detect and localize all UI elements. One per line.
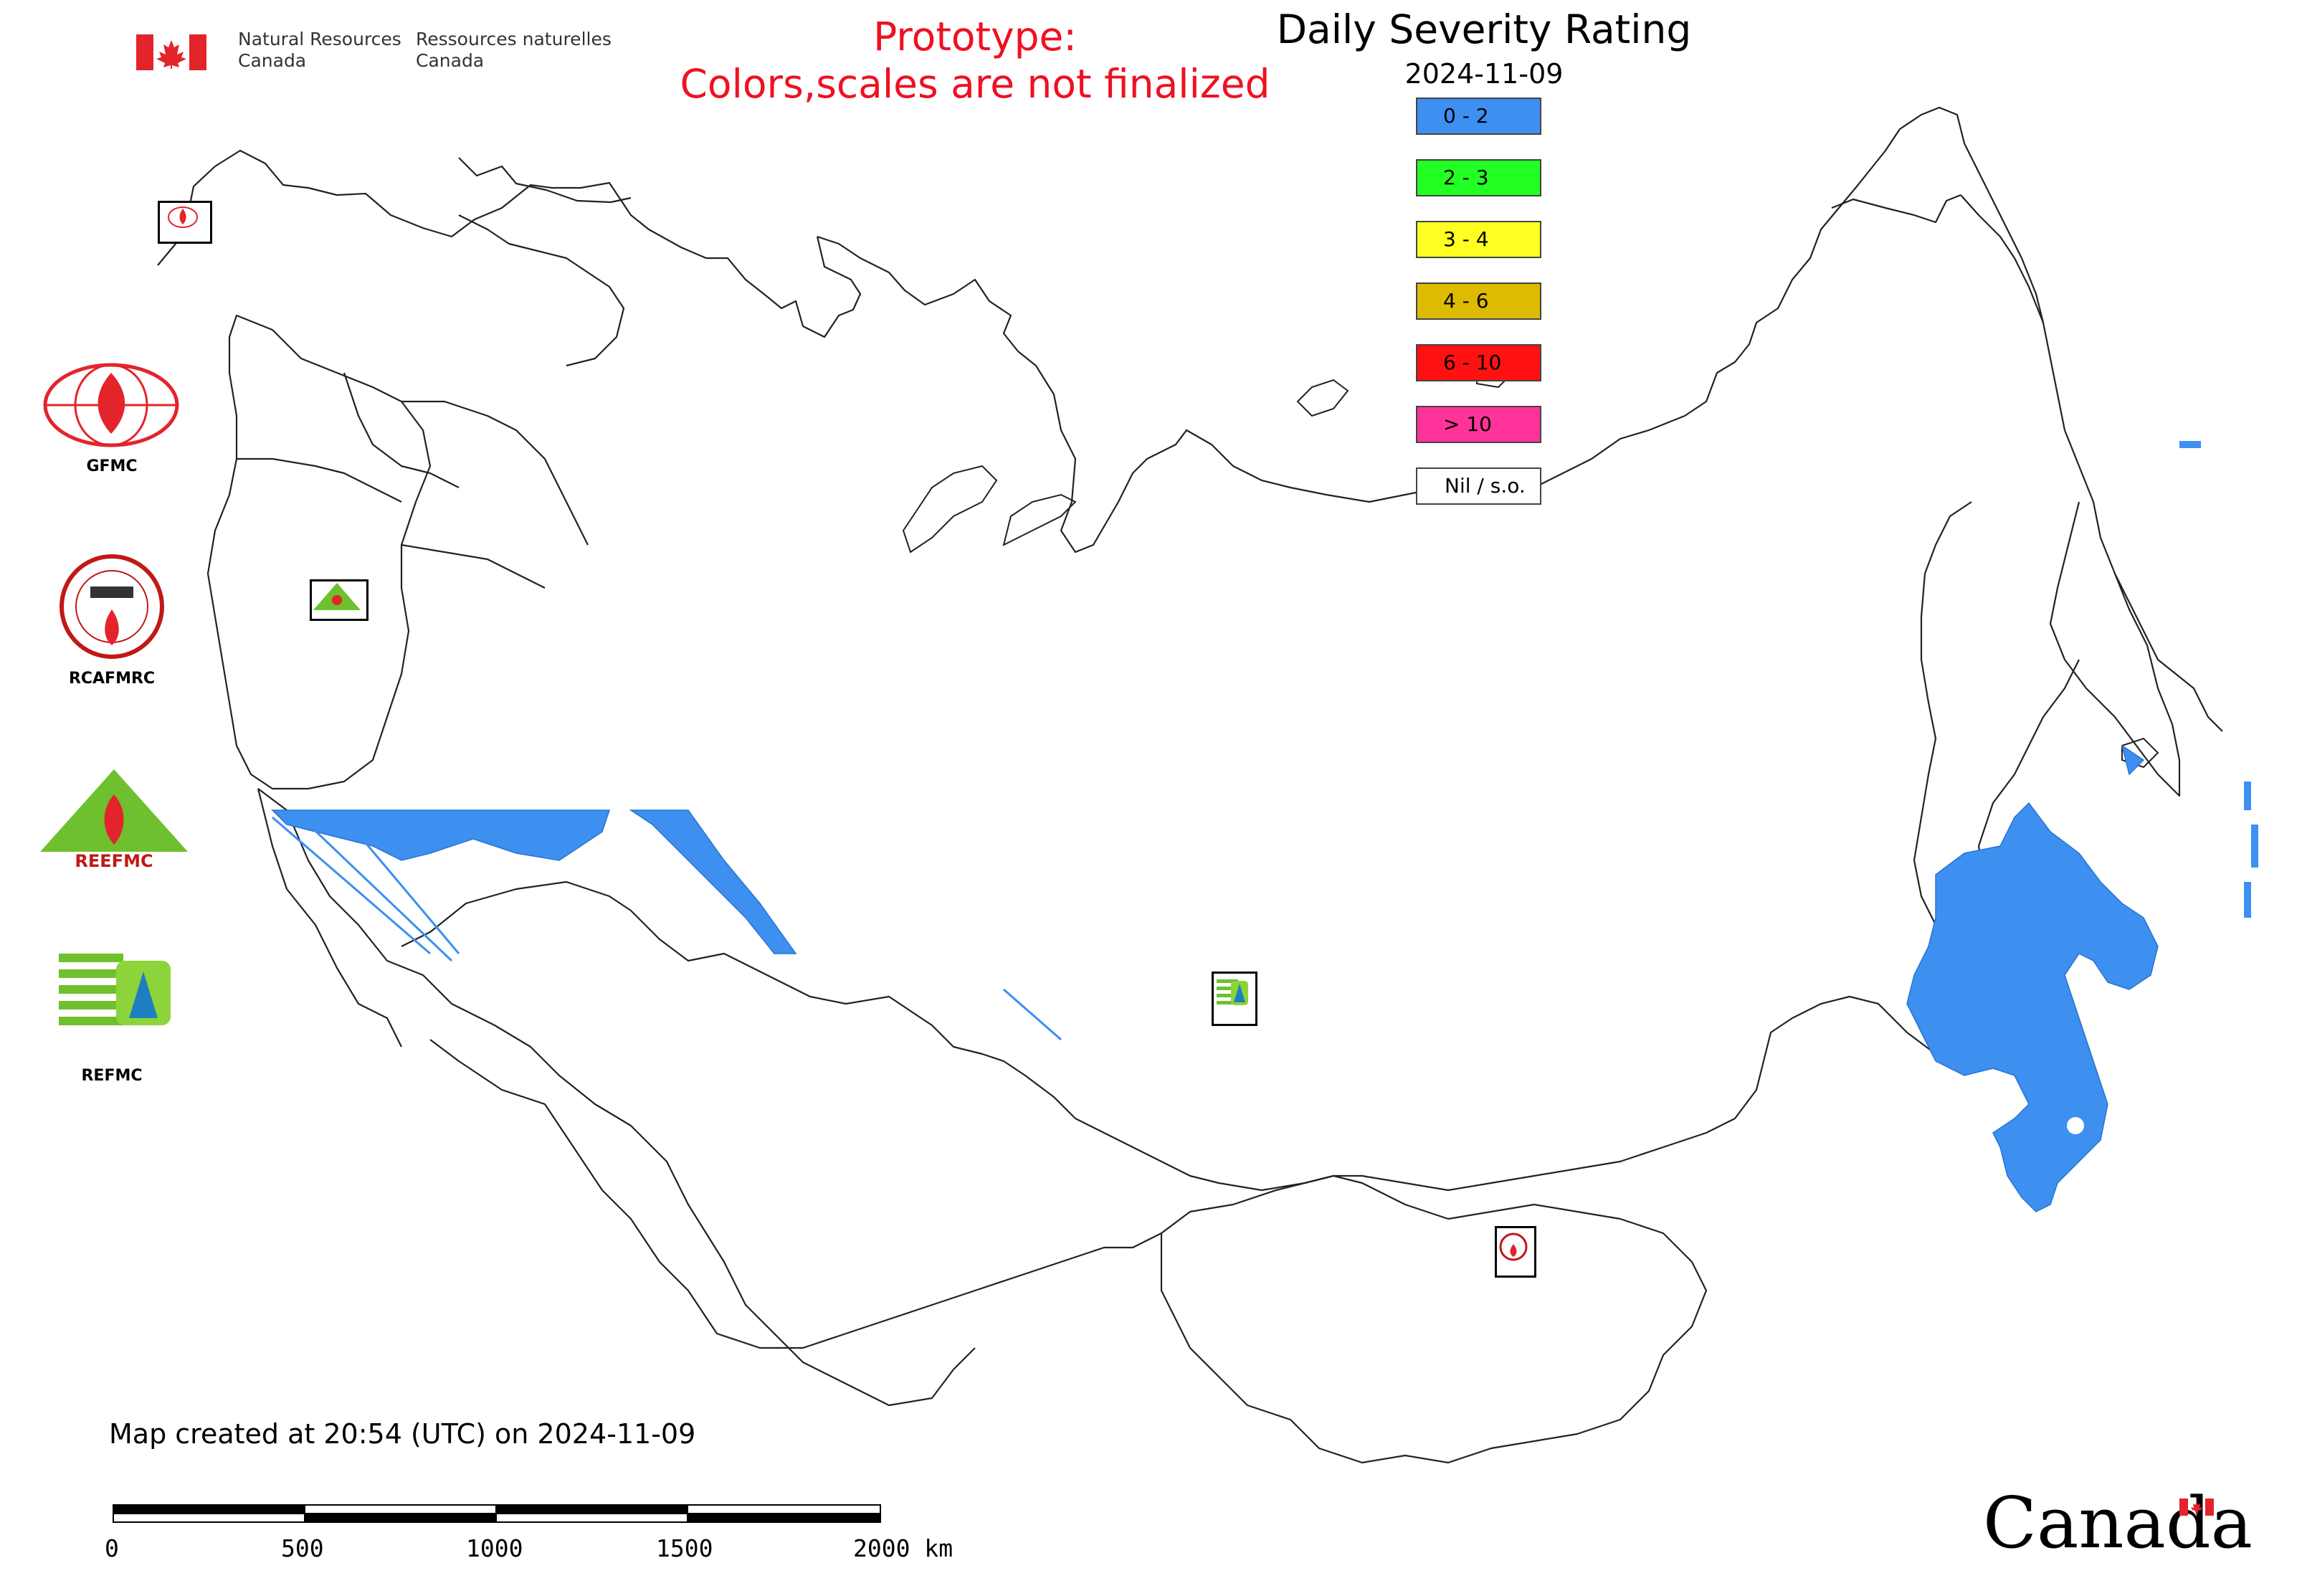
- svg-text:REEFMC: REEFMC: [75, 851, 153, 871]
- canada-flag-icon: [136, 34, 206, 70]
- country-boundaries: [157, 106, 2223, 1464]
- white-hole: [2067, 1117, 2084, 1134]
- severity-fill-streaks: [272, 816, 1062, 1041]
- rcafmrc-logo-icon: [60, 554, 164, 659]
- reefmc-marker-icon: [313, 583, 361, 610]
- dept-name-en-line2: Canada: [238, 50, 307, 71]
- refmc-map-marker: [1212, 972, 1257, 1026]
- reefmc-map-marker: [310, 579, 368, 621]
- refmc-logo-icon: [59, 946, 171, 1040]
- wordmark-flag-icon: [2179, 1498, 2214, 1516]
- dept-name-fr-line2: Canada: [416, 50, 485, 71]
- scale-label-500: 500: [281, 1534, 324, 1562]
- reefmc-logo-icon: REEFMC: [40, 769, 188, 871]
- legend-item-3-4: 3 - 4: [1416, 221, 1541, 258]
- scale-label-2000: 2000 km: [853, 1534, 953, 1562]
- map-title: Daily Severity Rating: [1276, 6, 1692, 52]
- scale-label-1500: 1500: [656, 1534, 713, 1562]
- gfmc-marker-icon: [168, 206, 198, 228]
- org-label-rcafmrc: RCAFMRC: [68, 670, 156, 688]
- refmc-marker-icon: [1217, 979, 1248, 1005]
- gfmc-logo-icon: [43, 363, 179, 447]
- legend-item-6-10: 6 - 10: [1416, 344, 1541, 381]
- scale-label-0: 0: [105, 1534, 119, 1562]
- rcafmrc-map-marker: [1495, 1226, 1536, 1278]
- legend-item-over-10: > 10: [1416, 406, 1541, 443]
- kuril-islands: [2179, 441, 2258, 918]
- prototype-notice-line1: Prototype:: [873, 14, 1077, 60]
- legend-item-4-6: 4 - 6: [1416, 282, 1541, 320]
- org-label-refmc: REFMC: [81, 1067, 143, 1085]
- canada-wordmark: Canada: [1983, 1483, 2253, 1564]
- legend-item-nil: Nil / s.o.: [1416, 467, 1541, 505]
- dept-name-fr-line1: Ressources naturelles: [416, 29, 612, 49]
- prototype-notice-line2: Colors,scales are not finalized: [680, 61, 1270, 107]
- prototype-notice: Prototype: Colors,scales are not finaliz…: [674, 13, 1276, 108]
- scale-bar: [113, 1504, 881, 1523]
- scale-label-1000: 1000: [466, 1534, 523, 1562]
- org-label-gfmc: GFMC: [86, 457, 138, 475]
- map-date: 2024-11-09: [1404, 58, 1564, 90]
- map-creation-caption: Map created at 20:54 (UTC) on 2024-11-09: [109, 1418, 696, 1450]
- legend-item-2-3: 2 - 3: [1416, 159, 1541, 196]
- dept-name-en-line1: Natural Resources: [238, 29, 401, 49]
- government-signature: Natural Resources Canada Ressources natu…: [136, 27, 638, 77]
- rcafmrc-marker-icon: [1499, 1232, 1528, 1261]
- severity-fill-0-2: [271, 744, 2159, 1212]
- legend-item-0-2: 0 - 2: [1416, 98, 1541, 135]
- gfmc-map-marker: [158, 201, 212, 244]
